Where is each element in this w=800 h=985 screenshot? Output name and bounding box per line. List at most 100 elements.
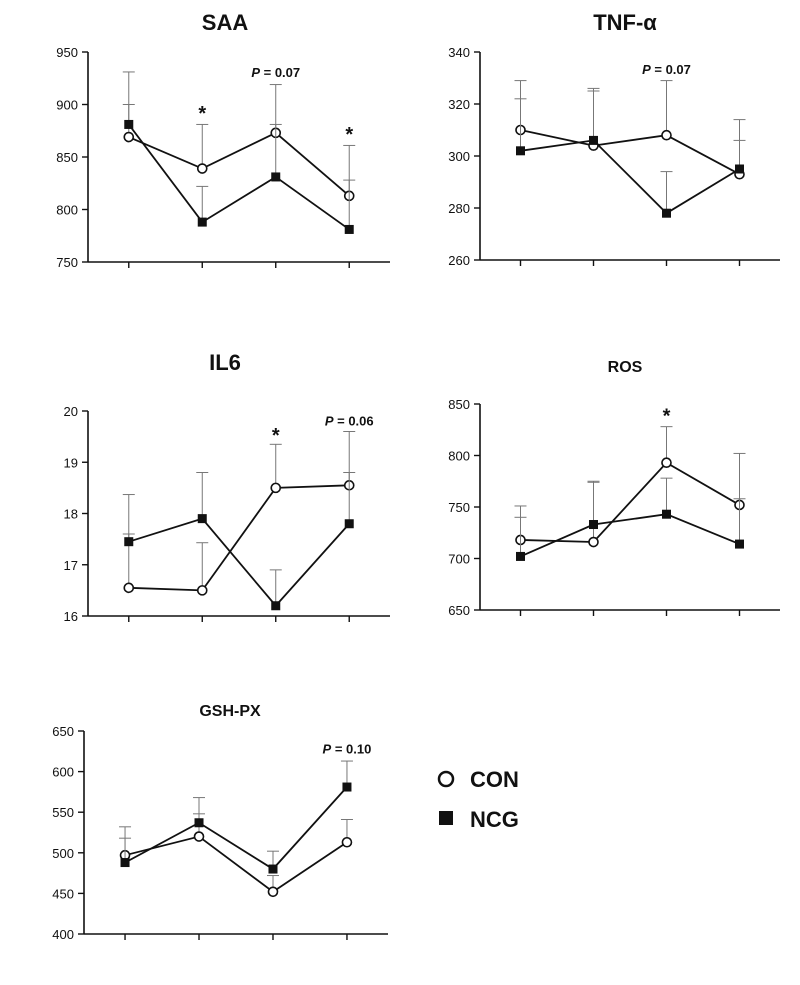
data-point-ncg — [516, 551, 525, 561]
chart-title-ros: ROS — [608, 359, 643, 376]
y-tick-label: 750 — [448, 500, 470, 515]
y-tick-label: 20 — [64, 404, 78, 419]
series-line-con — [128, 131, 350, 197]
data-point-ncg — [344, 224, 354, 234]
series-line-ncg — [520, 139, 740, 215]
series-ncg — [119, 760, 353, 874]
data-point-ncg — [124, 119, 134, 129]
series-line-ncg — [128, 517, 350, 608]
y-tick-label: 400 — [52, 927, 74, 942]
data-point-ncg — [124, 537, 134, 547]
data-point-ncg — [589, 520, 598, 530]
data-point-ncg — [271, 172, 281, 182]
data-point-con — [196, 163, 208, 174]
y-tick-label: 650 — [448, 603, 470, 618]
y-tick-label: 18 — [64, 507, 78, 522]
chart-title-il6: IL6 — [209, 350, 241, 375]
series-ncg — [514, 477, 746, 561]
data-point-con — [196, 585, 208, 596]
y-tick-label: 320 — [448, 97, 470, 112]
series-line-ncg — [520, 513, 740, 558]
p-value-annotation: P = 0.07 — [642, 62, 691, 77]
chart-title-saa: SAA — [202, 10, 249, 35]
data-point-con — [267, 886, 279, 898]
p-value-annotation: P = 0.10 — [323, 742, 372, 757]
data-point-con — [123, 582, 135, 594]
series-ncg — [122, 71, 356, 234]
legend-item-ncg: NCG — [439, 807, 519, 832]
data-point-ncg — [662, 509, 671, 519]
significance-star: * — [198, 103, 206, 125]
p-value-number: = 0.10 — [331, 742, 371, 757]
data-point-ncg — [271, 601, 281, 611]
chart-title-gsh: GSH-PX — [199, 703, 261, 720]
p-value-number: = 0.07 — [651, 62, 691, 77]
y-tick-label: 260 — [448, 253, 470, 268]
p-value-annotation: P = 0.06 — [325, 413, 374, 428]
chart-panel-ros: ROS 650 700 750 800 850 * — [448, 359, 780, 618]
y-tick-label: 600 — [52, 765, 74, 780]
legend-con-label: CON — [470, 767, 519, 792]
y-tick-label: 550 — [52, 805, 74, 820]
data-point-ncg — [194, 818, 204, 828]
data-point-con — [123, 131, 135, 143]
y-tick-label: 500 — [52, 846, 74, 861]
series-ncg — [122, 472, 356, 611]
legend-item-con: CON — [437, 767, 519, 792]
chart-panel-tnf: TNF-α 260 280 300 320 340 P = 0.07 — [448, 10, 780, 268]
p-value-symbol: P — [251, 65, 260, 80]
y-tick-label: 750 — [56, 255, 78, 270]
y-tick-label: 280 — [448, 201, 470, 216]
data-point-con — [661, 457, 672, 469]
series-con — [514, 426, 746, 548]
chart-title-tnf: TNF-α — [593, 10, 657, 35]
series-con — [119, 813, 353, 898]
p-value-number: = 0.06 — [334, 413, 374, 428]
series-line-con — [124, 835, 348, 893]
y-tick-label: 800 — [448, 449, 470, 464]
series-con — [122, 84, 356, 202]
data-point-ncg — [589, 135, 598, 145]
y-tick-label: 850 — [56, 150, 78, 165]
data-point-ncg — [516, 146, 525, 156]
data-point-ncg — [662, 208, 671, 218]
data-point-ncg — [197, 217, 207, 227]
data-point-ncg — [268, 864, 278, 874]
series-line-con — [520, 129, 740, 175]
data-point-con — [341, 836, 353, 848]
data-point-con — [588, 536, 599, 548]
y-tick-label: 850 — [448, 397, 470, 412]
data-point-con — [270, 482, 282, 494]
series-con — [122, 431, 356, 596]
data-point-ncg — [735, 539, 744, 549]
y-tick-label: 450 — [52, 886, 74, 901]
data-point-con — [661, 129, 672, 141]
y-tick-label: 700 — [448, 552, 470, 567]
p-value-symbol: P — [323, 742, 332, 757]
y-tick-label: 17 — [64, 558, 78, 573]
y-tick-label: 16 — [64, 609, 78, 624]
y-tick-label: 900 — [56, 98, 78, 113]
data-point-ncg — [120, 858, 130, 868]
chart-panel-gsh: GSH-PX 400 450 500 550 600 650 P = 0.10 — [52, 703, 388, 942]
y-tick-label: 800 — [56, 203, 78, 218]
chart-panel-il6: IL6 16 17 18 19 20 * P = 0.06 — [64, 350, 390, 624]
legend-ncg-label: NCG — [470, 807, 519, 832]
series-line-ncg — [128, 123, 350, 231]
legend-con-marker — [437, 770, 455, 788]
y-tick-label: 650 — [52, 724, 74, 739]
significance-star: * — [345, 124, 353, 146]
legend-ncg-marker — [439, 811, 453, 825]
y-tick-label: 340 — [448, 45, 470, 60]
y-tick-label: 950 — [56, 45, 78, 60]
p-value-annotation: P = 0.07 — [251, 65, 300, 80]
data-point-ncg — [342, 782, 352, 792]
data-point-ncg — [197, 514, 207, 524]
data-point-con — [193, 831, 205, 842]
series-ncg — [514, 87, 746, 218]
significance-star: * — [272, 425, 280, 447]
legend: CON NCG — [437, 767, 519, 832]
y-tick-label: 19 — [64, 455, 78, 470]
y-tick-label: 300 — [448, 149, 470, 164]
